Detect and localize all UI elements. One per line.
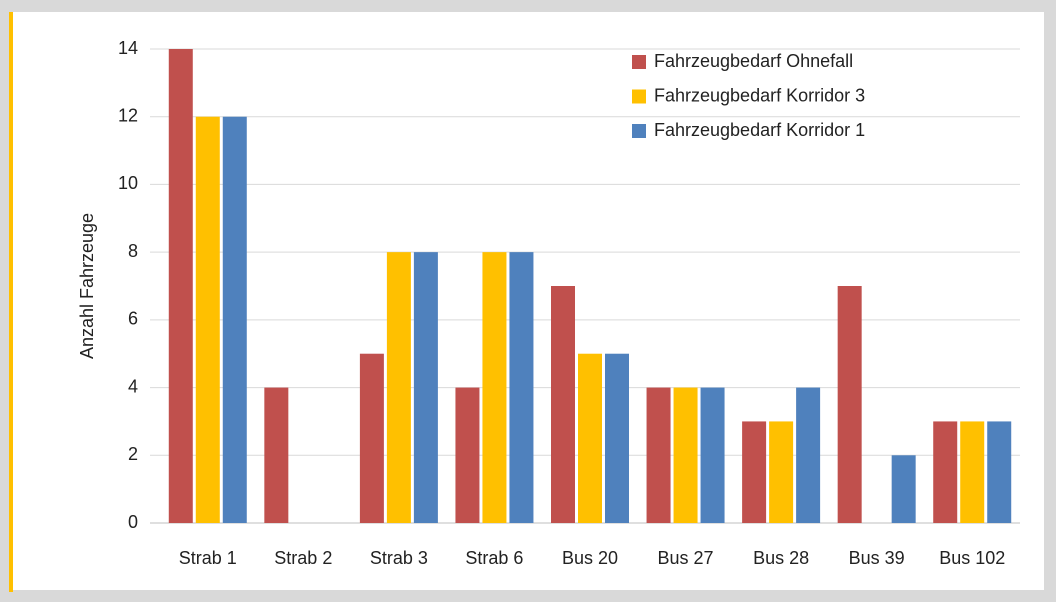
x-tick-label: Strab 2 xyxy=(274,548,332,568)
bar xyxy=(551,286,575,523)
y-tick-label: 8 xyxy=(128,241,138,261)
y-tick-label: 12 xyxy=(118,105,138,125)
bar xyxy=(646,387,671,523)
bar xyxy=(482,252,507,523)
bar xyxy=(796,387,821,523)
bar xyxy=(742,421,767,523)
bar xyxy=(837,286,862,523)
x-tick-label: Strab 6 xyxy=(465,548,523,568)
legend-label: Fahrzeugbedarf Ohnefall xyxy=(654,51,853,71)
bar xyxy=(700,387,725,523)
bar xyxy=(413,252,438,523)
x-tick-label: Strab 3 xyxy=(370,548,428,568)
bar xyxy=(455,387,480,523)
bar xyxy=(769,421,794,523)
y-tick-label: 10 xyxy=(118,173,138,193)
bar xyxy=(673,387,698,523)
bar xyxy=(195,116,220,523)
y-tick-label: 14 xyxy=(118,38,138,58)
y-tick-label: 4 xyxy=(128,376,138,396)
bar xyxy=(509,252,534,523)
legend-swatch xyxy=(632,124,646,138)
y-tick-label: 0 xyxy=(128,512,138,532)
bar xyxy=(168,49,193,523)
y-axis-label: Anzahl Fahrzeuge xyxy=(77,213,97,359)
bar xyxy=(960,421,985,523)
legend-swatch xyxy=(632,89,646,104)
bar xyxy=(386,252,411,523)
y-tick-label: 6 xyxy=(128,309,138,329)
legend-label: Fahrzeugbedarf Korridor 1 xyxy=(654,120,865,140)
x-tick-label: Bus 27 xyxy=(658,548,714,568)
legend-label: Fahrzeugbedarf Korridor 3 xyxy=(654,85,865,105)
x-tick-label: Bus 20 xyxy=(562,548,618,568)
bar xyxy=(359,353,384,523)
x-tick-label: Bus 28 xyxy=(753,548,809,568)
bar xyxy=(891,455,916,523)
x-tick-label: Bus 102 xyxy=(939,548,1005,568)
y-tick-label: 2 xyxy=(128,444,138,464)
bar xyxy=(222,116,247,523)
legend-swatch xyxy=(632,55,646,69)
bar xyxy=(264,387,289,523)
bar xyxy=(987,421,1012,523)
bar xyxy=(578,353,602,523)
x-tick-label: Strab 1 xyxy=(179,548,237,568)
x-tick-label: Bus 39 xyxy=(849,548,905,568)
bar xyxy=(605,353,629,523)
bar xyxy=(933,421,958,523)
